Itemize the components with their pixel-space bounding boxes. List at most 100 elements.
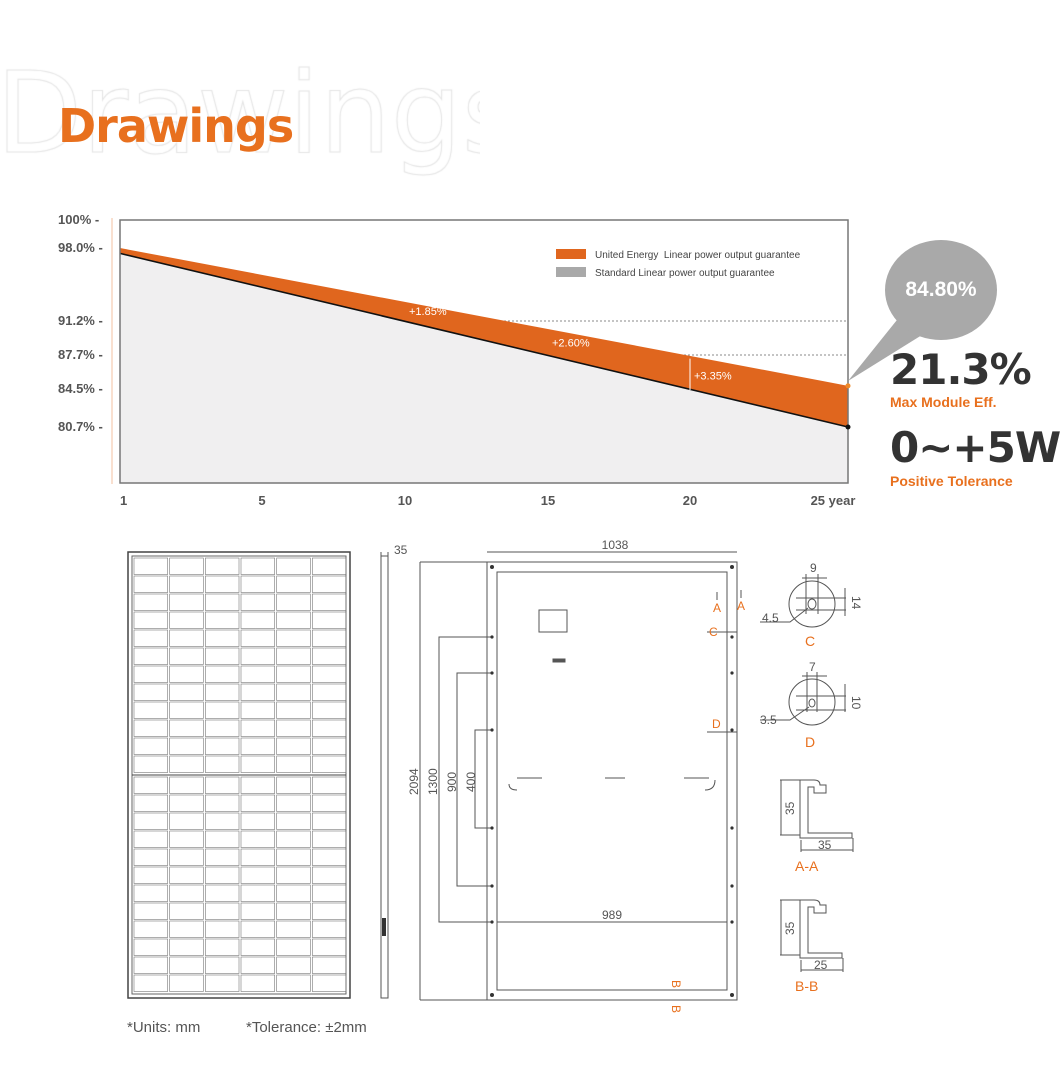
x-tick-label: 15	[541, 493, 555, 508]
solar-cell	[312, 701, 347, 719]
solar-cell	[240, 557, 275, 575]
y-tick-label: 80.7% -	[58, 419, 103, 434]
solar-cell	[133, 557, 168, 575]
section-b-b-height: 35	[783, 921, 797, 935]
solar-cell	[133, 593, 168, 611]
solar-cell	[276, 938, 311, 956]
solar-cell	[240, 629, 275, 647]
detail-d-diameter: 3.5	[760, 713, 777, 727]
solar-cell	[205, 794, 240, 812]
solar-cell	[169, 956, 204, 974]
solar-cell	[205, 593, 240, 611]
solar-cell	[169, 938, 204, 956]
solar-cell	[240, 719, 275, 737]
watermark-image	[0, 40, 480, 180]
mounting-hole	[730, 826, 734, 830]
detail-d-width: 7	[809, 660, 816, 674]
section-b-b-width: 25	[814, 958, 828, 972]
solar-cell	[240, 848, 275, 866]
solar-cell	[240, 665, 275, 683]
section-a-a-height: 35	[783, 801, 797, 815]
united-energy-band	[120, 248, 848, 427]
standard-line	[119, 252, 849, 428]
solar-cell	[205, 737, 240, 755]
solar-cell	[205, 755, 240, 773]
solar-cell	[133, 902, 168, 920]
solar-cell	[205, 848, 240, 866]
corner-hole	[730, 565, 734, 569]
corner-hole	[730, 993, 734, 997]
section-a-a	[780, 779, 854, 852]
solar-cell	[240, 812, 275, 830]
x-tick-label: 1	[120, 493, 127, 508]
legend-swatch-united-energy	[556, 249, 586, 259]
solar-cell	[276, 866, 311, 884]
mounting-hole	[730, 635, 734, 639]
x-tick-label: 5	[258, 493, 265, 508]
solar-cell	[312, 575, 347, 593]
solar-cell	[133, 920, 168, 938]
solar-cell	[205, 647, 240, 665]
mounting-hole	[730, 671, 734, 675]
back-view	[419, 551, 742, 1001]
solar-cell	[133, 701, 168, 719]
solar-cell	[240, 830, 275, 848]
solar-cell	[276, 902, 311, 920]
mounting-hole	[490, 826, 494, 830]
standard-end-point	[845, 424, 851, 430]
solar-cell	[133, 719, 168, 737]
solar-cell	[205, 884, 240, 902]
solar-cell	[169, 701, 204, 719]
solar-cell	[240, 593, 275, 611]
detail-c-diameter: 4.5	[762, 611, 779, 625]
solar-cell	[312, 794, 347, 812]
mounting-hole	[490, 671, 494, 675]
detail-c-marker: C	[709, 625, 718, 639]
solar-cell	[240, 737, 275, 755]
solar-cell	[276, 719, 311, 737]
solar-cell	[133, 830, 168, 848]
mounting-900-dimension: 900	[445, 772, 459, 792]
solar-cell	[312, 956, 347, 974]
solar-cell	[205, 629, 240, 647]
solar-cell	[276, 794, 311, 812]
solar-cell	[312, 974, 347, 992]
solar-cell	[276, 830, 311, 848]
detail-c-height: 14	[849, 596, 863, 610]
solar-cell	[169, 812, 204, 830]
solar-cell	[133, 884, 168, 902]
y-tick-label: 98.0% -	[58, 240, 103, 255]
detail-c-label: C	[805, 633, 815, 649]
gap-annotation: +2.60%	[552, 337, 590, 349]
solar-cell	[133, 956, 168, 974]
solar-cell	[205, 920, 240, 938]
front-view	[127, 551, 351, 999]
power-guarantee-chart: 100% - 98.0% - 91.2% - 87.7% - 84.5% - 80.7% …	[58, 212, 930, 508]
solar-cell	[312, 848, 347, 866]
solar-cell	[169, 776, 204, 794]
solar-cell	[240, 575, 275, 593]
solar-cell	[133, 737, 168, 755]
y-tick-label: 87.7% -	[58, 347, 103, 362]
solar-cell	[133, 974, 168, 992]
solar-cell	[312, 737, 347, 755]
x-tick-label: 25 year	[811, 493, 856, 508]
solar-cell	[169, 848, 204, 866]
solar-cell	[169, 755, 204, 773]
solar-cell	[312, 593, 347, 611]
solar-cell	[205, 719, 240, 737]
solar-cell	[205, 830, 240, 848]
solar-cell	[276, 956, 311, 974]
corner-hole	[490, 993, 494, 997]
legend-swatch-standard	[556, 267, 586, 277]
solar-cell	[276, 755, 311, 773]
solar-cell	[205, 611, 240, 629]
detail-d-marker: D	[712, 717, 721, 731]
solar-cell	[205, 683, 240, 701]
solar-cell	[133, 665, 168, 683]
solar-cell	[205, 866, 240, 884]
solar-cell	[240, 866, 275, 884]
solar-cell	[240, 956, 275, 974]
